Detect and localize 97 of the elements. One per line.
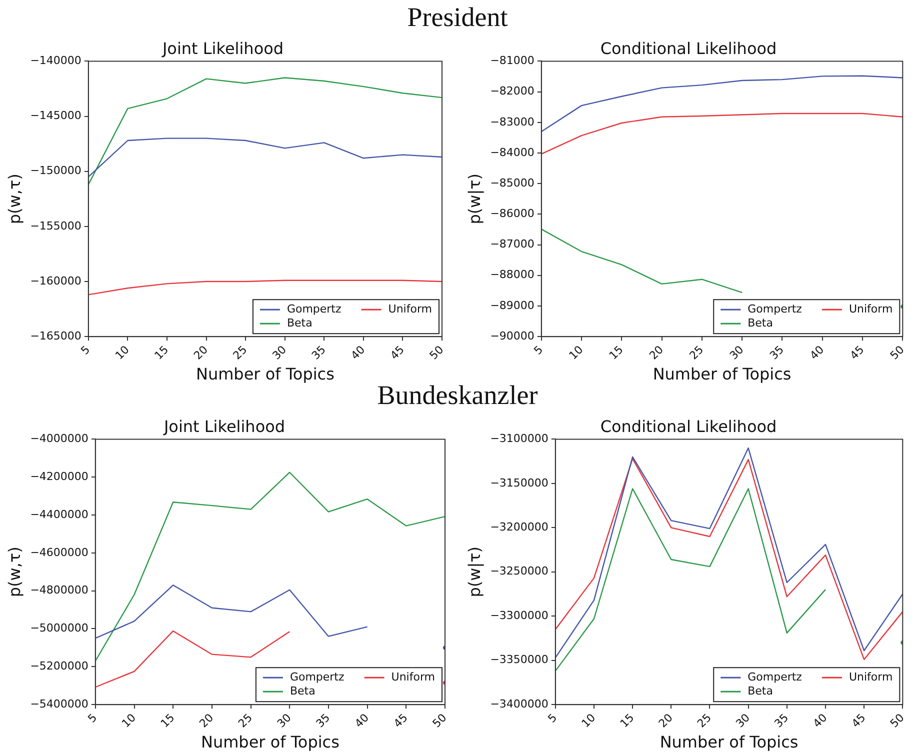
chart-title: Conditional Likelihood	[600, 38, 777, 58]
y-tick-label: −3400000	[490, 697, 548, 710]
x-tick-label: 45	[391, 711, 410, 730]
x-tick-label: 10	[566, 343, 586, 362]
y-axis-title: p(w,τ)	[4, 174, 24, 224]
x-tick-label: 50	[888, 343, 907, 362]
y-tick-label: −82000	[490, 84, 534, 98]
y-tick-label: −165000	[30, 329, 82, 342]
x-tick-label: 15	[152, 343, 172, 362]
x-tick-label: 15	[618, 711, 637, 730]
x-tick-label: 30	[274, 711, 294, 730]
x-tick-label: 40	[352, 711, 372, 730]
x-axis-title: Number of Topics	[652, 364, 792, 384]
y-tick-label: −4400000	[30, 508, 88, 521]
y-tick-label: −89000	[490, 298, 534, 312]
x-tick-label: 50	[430, 711, 450, 730]
y-tick-label: −90000	[490, 329, 534, 342]
y-tick-label: −3250000	[490, 564, 548, 578]
x-tick-label: 20	[191, 343, 210, 362]
chart-title: Joint Likelihood	[162, 416, 286, 436]
legend-label: Uniform	[848, 302, 893, 316]
y-tick-label: −155000	[30, 219, 82, 232]
text: Bundeskanzler	[377, 380, 538, 410]
x-tick-label: 45	[849, 711, 868, 730]
y-tick-label: −3150000	[490, 476, 548, 490]
y-tick-label: −3350000	[490, 653, 548, 666]
x-tick-label: 25	[687, 343, 706, 362]
x-tick-label: 10	[119, 711, 138, 730]
y-tick-label: −87000	[490, 238, 534, 251]
x-tick-label: 25	[230, 343, 250, 362]
legend-label: Beta	[748, 316, 773, 330]
legend-label: Beta	[286, 316, 312, 330]
x-tick-label: 25	[694, 711, 714, 730]
legend-label: Uniform	[848, 670, 893, 684]
x-tick-label: 35	[772, 711, 792, 730]
x-tick-label: 10	[579, 711, 598, 730]
x-tick-label: 20	[656, 711, 676, 730]
x-tick-label: 5	[545, 711, 560, 726]
y-tick-label: −88000	[490, 268, 534, 282]
chart-title: Conditional Likelihood	[600, 416, 777, 436]
y-axis-title: p(w|τ)	[464, 546, 484, 598]
y-tick-label: −4000000	[30, 432, 88, 446]
x-tick-label: 20	[196, 711, 216, 730]
x-tick-label: 5	[78, 343, 93, 358]
legend-label: Beta	[290, 684, 316, 698]
y-tick-label: −4600000	[30, 546, 88, 559]
y-tick-label: −3200000	[490, 520, 548, 534]
y-tick-label: −5000000	[30, 622, 88, 635]
legend-label: Uniform	[391, 670, 436, 684]
x-tick-label: 35	[309, 343, 328, 362]
x-tick-label: 45	[848, 343, 867, 362]
y-tick-label: −85000	[490, 176, 534, 190]
x-tick-label: 50	[427, 343, 446, 362]
y-tick-label: −5200000	[30, 660, 88, 673]
x-tick-label: 15	[606, 343, 626, 362]
x-tick-label: 5	[531, 343, 546, 358]
y-tick-label: −3300000	[490, 608, 548, 622]
legend-label: Beta	[748, 684, 773, 698]
y-axis-title: p(w,τ)	[4, 546, 24, 598]
legend-label: Gompertz	[748, 302, 802, 316]
y-tick-label: −150000	[30, 164, 82, 178]
x-axis-title: Number of Topics	[200, 732, 340, 752]
x-tick-label: 20	[646, 343, 666, 362]
y-tick-label: −145000	[30, 109, 82, 122]
x-tick-label: 25	[236, 711, 255, 730]
y-tick-label: −81000	[490, 54, 534, 68]
x-axis-title: Number of Topics	[660, 732, 798, 752]
y-tick-label: −83000	[490, 115, 534, 128]
y-tick-label: −160000	[30, 274, 82, 288]
legend-label: Gompertz	[290, 670, 344, 684]
y-tick-label: −3100000	[490, 432, 548, 446]
x-axis-title: Number of Topics	[196, 364, 334, 384]
x-tick-label: 5	[85, 711, 100, 726]
y-tick-label: −86000	[490, 207, 534, 220]
x-tick-label: 40	[807, 343, 827, 362]
x-tick-label: 45	[388, 343, 407, 362]
legend-label: Gompertz	[286, 302, 342, 316]
x-tick-label: 10	[112, 343, 132, 362]
y-tick-label: −5400000	[30, 697, 88, 710]
x-tick-label: 30	[270, 343, 289, 362]
legend-label: Uniform	[388, 302, 432, 316]
y-tick-label: −140000	[30, 54, 82, 68]
x-tick-label: 30	[727, 343, 746, 362]
x-tick-label: 30	[733, 711, 752, 730]
chart-title: Joint Likelihood	[161, 38, 284, 58]
y-tick-label: −4800000	[30, 584, 88, 597]
y-axis-title: p(w|τ)	[464, 174, 484, 224]
x-tick-label: 35	[314, 711, 333, 730]
x-tick-label: 15	[158, 711, 178, 730]
y-tick-label: −84000	[490, 146, 534, 159]
x-tick-label: 40	[810, 711, 830, 730]
text: President	[406, 2, 509, 33]
legend-label: Gompertz	[748, 670, 802, 684]
x-tick-label: 50	[888, 711, 907, 730]
x-tick-label: 35	[767, 343, 786, 362]
x-tick-label: 40	[348, 343, 368, 362]
y-tick-label: −4200000	[30, 470, 88, 483]
